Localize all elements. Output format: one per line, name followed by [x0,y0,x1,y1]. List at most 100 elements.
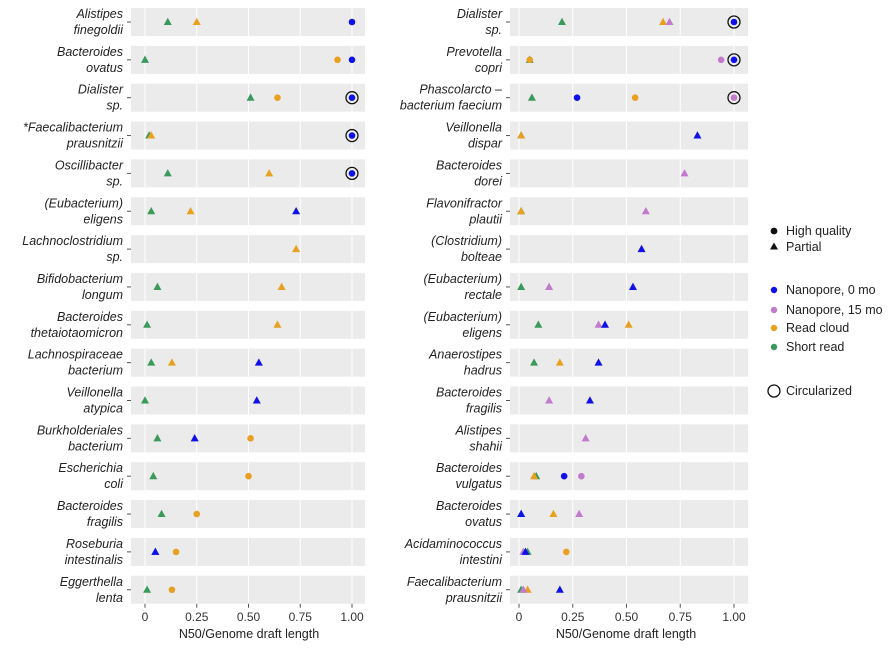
row-label-line2: rectale [464,288,502,302]
row-phascolarcto-bacterium-faecium: Phascolarcto – bacterium faecium [400,83,748,113]
left-panel: Alistipes finegoldii Bacteroides ovatus Dial… [22,7,365,641]
legend-ring-marker [767,384,781,398]
row-label-line2: bacterium [68,364,123,378]
row-label-line1: Acidaminococcus [404,537,502,551]
row-acidaminococcus-intestini: Acidaminococcus intestini [404,537,748,567]
row-label-line1: *Faecalibacterium [23,121,123,135]
point-nanopore-15-mo-triangle [545,396,554,404]
row-label-line1: (Eubacterium) [424,310,503,324]
point-short-read-triangle [558,17,566,25]
point-read-cloud-circle [168,586,176,594]
legend-color-swatch [770,324,778,332]
point-nanopore-0-mo-triangle [190,434,199,442]
row-band [510,348,748,377]
legend-label: Nanopore, 0 mo [786,283,876,297]
point-read-cloud-circle [193,510,201,518]
point-read-cloud-circle [563,548,570,556]
legend-label: Read cloud [786,321,849,335]
row-anaerostipes-hadrus: Anaerostipes hadrus [428,348,748,378]
point-short-read-triangle [143,320,152,328]
row-label-line1: Faecalibacterium [407,575,502,589]
x-tick-label: 1.00 [340,610,364,624]
row-faecalibacterium-prausnitzii: *Faecalibacterium prausnitzii [23,121,365,151]
x-tick-label: 0 [516,610,523,624]
legend-method-nanopore-15: Nanopore, 15 mo [770,303,883,317]
row-label-line2: sp. [106,174,123,188]
right-panel: Dialister sp. Prevotella copri Phascolarcto … [400,7,748,641]
point-short-read-triangle [534,320,543,328]
row-label-line2: longum [82,288,123,302]
point-nanopore-15-mo-circle [730,94,738,101]
row-label-line2: intestinalis [65,553,123,567]
row-label-line2: shahii [469,439,503,453]
row-band [510,462,748,491]
row-label-line2: prausnitzii [445,591,503,605]
row-label-line1: Bacteroides [57,45,123,59]
row-label-line1: Bacteroides [436,499,502,513]
row-lachnoclostridium-sp: Lachnoclostridium sp. [22,234,365,264]
x-tick-label: 0.75 [669,610,693,624]
legend-method-read-cloud: Read cloud [770,321,849,335]
point-read-cloud-triangle [147,131,156,139]
row-band [510,197,748,226]
point-nanopore-0-mo-triangle [151,547,160,555]
row-bifidobacterium-longum: Bifidobacterium longum [37,272,365,302]
row-bacteroides-fragilis: Bacteroides fragilis [436,386,748,416]
legend-circle-marker [770,227,778,235]
point-nanopore-0-mo-circle [348,56,356,64]
legend: High quality Partial Nanopore, 0 mo Nano… [767,224,883,398]
row-band [510,575,748,604]
row-label-line1: (Clostridium) [431,234,502,248]
point-read-cloud-triangle [530,471,539,480]
row-label-line1: Alistipes [454,423,502,437]
legend-shape-partial: Partial [770,240,821,254]
x-tick-label: 0.25 [561,610,585,624]
point-nanopore-0-mo-triangle [594,358,603,366]
point-nanopore-0-mo-triangle [517,509,526,518]
point-read-cloud-triangle [659,17,668,25]
row-label-line1: Lachnospiraceae [28,348,123,362]
row-band [510,235,748,264]
row-label-line2: sp. [106,99,123,113]
row-label-line2: bacterium faecium [400,99,502,113]
x-tick-label: 0.25 [185,610,209,624]
row-label-line1: Bacteroides [436,386,502,400]
row-label-line1: Oscillibacter [55,158,124,172]
point-read-cloud-circle [172,548,180,556]
row-label-line1: Roseburia [66,537,123,551]
row-label-line1: Dialister [78,83,124,97]
row-label-line2: eligens [83,212,123,226]
row-label-line2: dorei [474,174,503,188]
row-label-line2: bolteae [461,250,502,264]
row-band [510,83,748,112]
x-axis-title: N50/Genome draft length [179,627,319,641]
row-label-line1: Bifidobacterium [37,272,123,286]
x-tick-label: 0.50 [237,610,261,624]
row-label-line1: Escherichia [58,461,123,475]
point-short-read-triangle [147,358,156,366]
row-roseburia-intestinalis: Roseburia intestinalis [65,537,365,567]
legend-label: Short read [786,340,844,354]
point-nanopore-15-mo-triangle [641,206,650,215]
row-bacteroides-ovatus: Bacteroides ovatus [57,45,365,75]
row-label-line1: Bacteroides [57,499,123,513]
row-bacteroides-vulgatus: Bacteroides vulgatus [436,461,748,491]
row-alistipes-shahii: Alistipes shahii [454,423,748,453]
row-eubacterium-rectale: (Eubacterium) rectale [424,272,748,302]
point-nanopore-15-mo-triangle [665,17,674,25]
row-label-line1: Dialister [457,7,503,21]
point-nanopore-0-mo-triangle [693,131,702,139]
point-nanopore-0-mo-circle [348,170,356,177]
point-nanopore-0-mo-triangle [637,244,646,253]
point-nanopore-0-mo-triangle [601,320,609,328]
point-read-cloud-triangle [167,358,176,366]
point-nanopore-0-mo-triangle [555,585,564,593]
point-nanopore-0-mo-circle [560,472,568,480]
legend-method-nanopore-0: Nanopore, 0 mo [770,283,876,297]
point-nanopore-0-mo-triangle [292,206,301,215]
point-nanopore-15-mo-circle [578,472,585,480]
row-label-line2: lenta [96,591,123,605]
circularized-ring [345,91,359,105]
point-nanopore-15-mo-triangle [680,169,689,177]
